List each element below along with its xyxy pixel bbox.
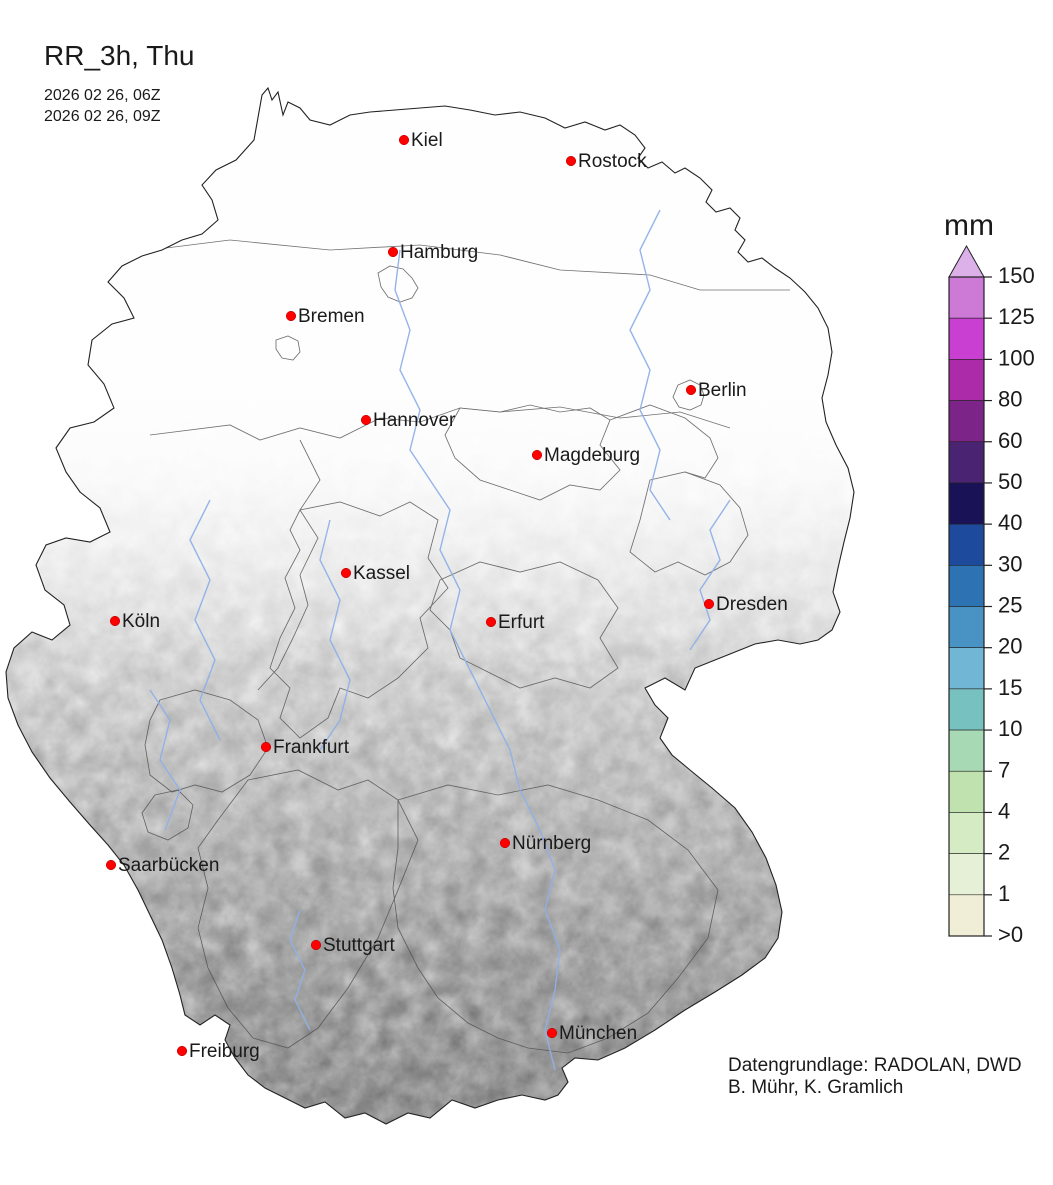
svg-text:Rostock: Rostock — [578, 151, 647, 172]
svg-text:Saarbücken: Saarbücken — [118, 855, 219, 876]
svg-text:Magdeburg: Magdeburg — [544, 445, 640, 466]
svg-text:Stuttgart: Stuttgart — [323, 935, 396, 956]
svg-text:Frankfurt: Frankfurt — [273, 737, 350, 758]
svg-text:Bremen: Bremen — [298, 306, 365, 327]
svg-text:Hannover: Hannover — [373, 410, 456, 431]
svg-text:Nürnberg: Nürnberg — [512, 833, 591, 854]
svg-text:Berlin: Berlin — [698, 380, 747, 401]
svg-text:Köln: Köln — [122, 611, 160, 632]
svg-text:Dresden: Dresden — [716, 594, 788, 615]
svg-text:Kiel: Kiel — [411, 130, 443, 151]
svg-text:Erfurt: Erfurt — [498, 612, 545, 633]
svg-text:München: München — [559, 1023, 637, 1044]
svg-text:Hamburg: Hamburg — [400, 242, 478, 263]
svg-text:Freiburg: Freiburg — [189, 1041, 260, 1062]
svg-text:Kassel: Kassel — [353, 563, 410, 584]
